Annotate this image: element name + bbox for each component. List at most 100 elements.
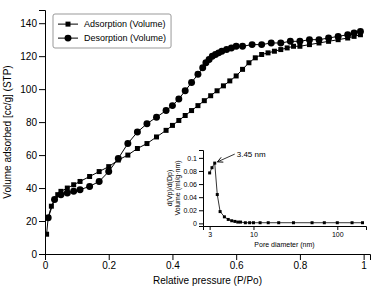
y-tick-label: 0.02 xyxy=(183,207,197,214)
x-tick-label: 0.8 xyxy=(293,260,307,271)
y-tick-mark xyxy=(39,221,45,222)
y-tick-label: 80 xyxy=(26,117,38,128)
data-point xyxy=(195,103,200,108)
data-point xyxy=(268,39,275,46)
y-tick-mark xyxy=(39,89,45,90)
data-point xyxy=(182,87,189,94)
y-tick: 140 xyxy=(20,18,45,29)
y-tick: 40 xyxy=(26,183,45,194)
y-axis-title-line: Volume (ml/g·nm) xyxy=(174,160,182,215)
data-point xyxy=(115,155,122,162)
data-point xyxy=(208,93,213,98)
data-point xyxy=(97,169,102,174)
x-tick-mark xyxy=(236,254,237,260)
data-point xyxy=(78,179,83,184)
y-axis-line xyxy=(199,151,204,227)
x-tick-label: 0 xyxy=(43,260,49,271)
legend-swatch-marker xyxy=(65,35,72,42)
x-tick-mark xyxy=(253,226,254,230)
data-point xyxy=(175,96,182,103)
data-point xyxy=(325,35,332,42)
legend-item: Desorption (Volume) xyxy=(58,33,166,43)
y-tick: 60 xyxy=(26,150,45,161)
x-tick-mark xyxy=(300,254,301,260)
legend-items: Adsorption (Volume) Desorption (Volume) xyxy=(58,19,166,43)
data-point xyxy=(215,88,220,93)
x-tick: 0 xyxy=(43,254,49,271)
data-point xyxy=(227,78,232,83)
y-tick: 20 xyxy=(26,216,45,227)
data-point xyxy=(277,221,280,224)
y-tick-label: 0.1 xyxy=(187,155,197,162)
y-tick-mark xyxy=(39,56,45,57)
data-point xyxy=(244,221,247,224)
data-point xyxy=(311,221,314,224)
x-tick-label: 100 xyxy=(332,231,344,238)
data-point xyxy=(336,221,339,224)
data-point xyxy=(351,221,354,224)
y-tick-label: 0 xyxy=(31,249,37,260)
data-point xyxy=(199,64,206,71)
data-point xyxy=(253,55,258,60)
y-axis: 020406080100120140 xyxy=(20,11,45,260)
data-point xyxy=(96,178,103,185)
annotation: 3.45 nm xyxy=(237,150,266,159)
y-tick-label: 0.04 xyxy=(183,194,197,201)
x-axis-title: Relative pressure (P/Po) xyxy=(153,275,262,286)
x-tick: 0.8 xyxy=(293,254,307,271)
x-tick-mark xyxy=(172,254,173,260)
data-point xyxy=(176,118,181,123)
data-point xyxy=(291,44,296,49)
legend-label: Desorption (Volume) xyxy=(84,33,166,43)
y-tick-mark xyxy=(199,197,203,198)
data-point xyxy=(164,128,169,133)
data-point xyxy=(323,221,326,224)
x-tick-label: 0.6 xyxy=(230,260,244,271)
data-point xyxy=(154,134,159,139)
data-point xyxy=(45,214,52,221)
data-point xyxy=(285,45,290,50)
y-tick-label: 0.08 xyxy=(183,168,197,175)
y-tick-mark xyxy=(39,254,45,255)
y-tick-mark xyxy=(199,171,203,172)
data-point xyxy=(219,210,222,213)
data-point xyxy=(240,67,245,72)
y-tick: 100 xyxy=(20,84,45,95)
x-tick-mark xyxy=(109,254,110,260)
y-tick: 0.04 xyxy=(183,194,203,201)
y-tick-mark xyxy=(39,23,45,24)
data-point xyxy=(335,33,342,40)
y-tick-label: 40 xyxy=(26,183,38,194)
y-tick-mark xyxy=(199,184,203,185)
chart-1: 31010000.020.040.060.080.1Pore diameter … xyxy=(166,150,367,249)
legend-item: Adsorption (Volume) xyxy=(58,19,166,29)
data-point xyxy=(208,171,211,174)
data-point xyxy=(170,123,175,128)
legend-swatch-marker xyxy=(66,22,71,27)
x-axis-line xyxy=(204,227,367,231)
inset-background xyxy=(203,150,366,226)
y-axis-title: Volume adsorbed [cc/g] (STP) xyxy=(2,65,13,198)
data-point xyxy=(135,146,140,151)
data-point xyxy=(316,36,323,43)
data-point xyxy=(236,221,239,224)
data-point xyxy=(259,221,262,224)
data-point xyxy=(296,38,303,45)
data-point xyxy=(153,114,160,121)
plot-area xyxy=(208,162,364,225)
legend: Adsorption (Volume) Desorption (Volume) xyxy=(53,14,171,48)
y-tick-mark xyxy=(39,188,45,189)
data-point xyxy=(71,182,76,187)
data-point xyxy=(227,218,230,221)
data-point xyxy=(306,36,313,43)
y-tick: 0.02 xyxy=(183,207,203,214)
data-point xyxy=(210,166,213,169)
data-point xyxy=(344,31,351,38)
x-axis: 310100 xyxy=(204,226,367,238)
x-tick-label: 0.4 xyxy=(166,260,180,271)
y-tick-mark xyxy=(39,155,45,156)
data-point xyxy=(267,221,270,224)
data-point xyxy=(169,102,176,109)
data-point xyxy=(233,220,236,223)
data-point xyxy=(183,113,188,118)
